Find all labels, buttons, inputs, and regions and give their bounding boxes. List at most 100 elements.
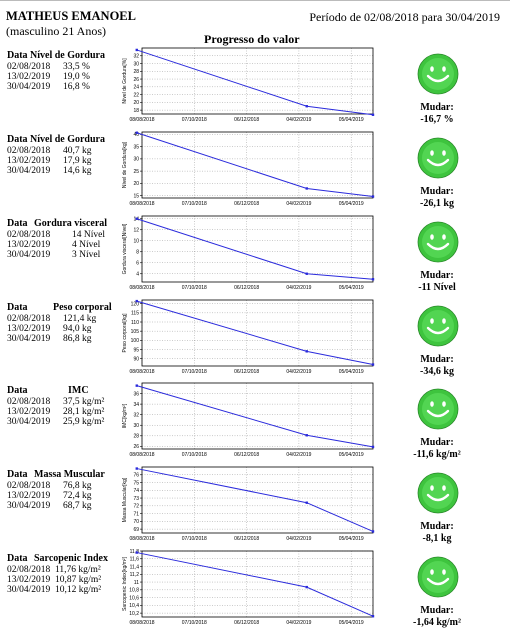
data-point [135, 384, 138, 387]
section-date-header: Data [7, 218, 28, 229]
y-tick-label: 76 [133, 473, 139, 479]
x-tick-label: 08/08/2018 [129, 369, 154, 375]
x-tick-label: 04/02/2019 [286, 536, 311, 542]
metric-chart: 08/08/2018 07/10/2018 06/12/2018 04/02/2019… [122, 382, 375, 458]
smiley-face-icon [417, 472, 459, 514]
x-tick-label: 07/10/2018 [182, 620, 207, 626]
x-tick-label: 05/04/2019 [339, 117, 364, 123]
change-label: Mudar: [420, 437, 454, 448]
x-tick-label: 05/04/2019 [339, 620, 364, 626]
row-date: 02/08/2018 [7, 565, 51, 575]
metric-section: Data Peso corporal 02/08/2018 121,4 kg 13/02… [0, 299, 510, 384]
section-metric-header: Massa Muscular [34, 469, 105, 480]
y-tick-label: 20 [133, 181, 139, 187]
y-tick-label: 10,6 [129, 595, 139, 601]
row-value: 3 Nível [72, 250, 101, 260]
change-label: Mudar: [420, 102, 454, 113]
smiley-face-icon [417, 53, 459, 95]
y-tick-label: 11,2 [130, 572, 140, 578]
row-date: 02/08/2018 [7, 397, 51, 407]
y-tick-label: 11 [134, 580, 139, 586]
x-tick-label: 08/08/2018 [129, 201, 154, 207]
section-date-header: Data [7, 469, 28, 480]
x-tick-label: 04/02/2019 [286, 117, 311, 123]
period-range: Período de 02/08/2018 para 30/04/2019 [309, 10, 500, 24]
metric-chart: 08/08/2018 07/10/2018 06/12/2018 04/02/2019… [122, 549, 375, 626]
y-tick-label: 105 [131, 329, 140, 335]
y-tick-label: 28 [133, 434, 139, 440]
section-metric-header: Gordura visceral [34, 218, 108, 229]
row-value: 10,12 kg/m² [55, 585, 102, 595]
y-tick-label: 100 [131, 338, 140, 344]
y-tick-label: 110 [131, 320, 139, 326]
change-label: Mudar: [420, 354, 454, 365]
x-tick-label: 07/10/2018 [182, 369, 207, 375]
change-label: Mudar: [420, 186, 454, 197]
y-tick-label: 10,2 [129, 611, 139, 617]
row-date: 30/04/2019 [7, 250, 51, 260]
row-value: 11,76 kg/m² [55, 565, 101, 575]
row-date: 02/08/2018 [7, 146, 51, 156]
y-tick-label: 11,6 [130, 557, 140, 563]
metric-chart: 08/08/2018 07/10/2018 06/12/2018 04/02/2019… [122, 466, 375, 542]
y-tick-label: 72 [133, 504, 139, 510]
change-label: Mudar: [420, 270, 454, 281]
row-value: 17,9 kg [63, 156, 92, 166]
y-tick-label: 35 [133, 144, 139, 150]
row-value: 10,87 kg/m² [55, 575, 102, 585]
y-tick-label: 90 [133, 356, 139, 362]
y-tick-label: 40 [133, 132, 139, 138]
y-tick-label: 115 [131, 311, 139, 317]
y-axis-label: Massa Muscular[kg] [122, 477, 128, 522]
row-value: 14 Nível [72, 230, 105, 240]
y-tick-label: 11,8 [130, 549, 140, 555]
x-tick-label: 08/08/2018 [129, 452, 154, 458]
x-tick-label: 07/10/2018 [182, 536, 207, 542]
y-tick-label: 32 [133, 54, 139, 60]
x-tick-label: 04/02/2019 [286, 285, 311, 291]
plot-frame [141, 382, 374, 450]
row-value: 37,5 kg/m² [63, 397, 105, 407]
series-line [136, 468, 374, 532]
x-tick-label: 06/12/2018 [234, 452, 259, 458]
row-value: 121,4 kg [63, 314, 97, 324]
section-metric-header: Peso corporal [53, 302, 112, 313]
x-tick-label: 08/08/2018 [129, 285, 154, 291]
y-tick-label: 22 [133, 92, 139, 98]
series-line [136, 300, 374, 366]
data-point [135, 217, 138, 220]
row-value: 94,0 kg [63, 324, 92, 334]
series-line [136, 385, 374, 448]
row-value: 40,7 kg [63, 146, 92, 156]
row-date: 02/08/2018 [7, 230, 51, 240]
section-date-header: Data [7, 134, 28, 145]
series-line [136, 218, 374, 280]
row-value: 4 Nível [72, 240, 101, 250]
top-border [0, 0, 510, 4]
x-tick-label: 04/02/2019 [286, 452, 311, 458]
y-tick-label: 73 [133, 496, 139, 502]
series-line [136, 132, 374, 198]
change-value: -34,6 kg [420, 366, 454, 377]
y-tick-label: 25 [133, 169, 139, 175]
x-tick-label: 05/04/2019 [339, 452, 364, 458]
y-tick-label: 26 [133, 444, 139, 450]
y-tick-label: 8 [136, 250, 139, 256]
section-date-header: Data [7, 302, 28, 313]
y-axis-label: Nível de Gordura[%] [122, 58, 128, 104]
data-point [135, 551, 138, 554]
row-value: 28,1 kg/m² [63, 407, 105, 417]
row-date: 30/04/2019 [7, 82, 51, 92]
x-tick-label: 05/04/2019 [339, 201, 364, 207]
change-value: -1,64 kg/m² [413, 617, 461, 628]
y-tick-label: 6 [136, 261, 139, 267]
row-date: 30/04/2019 [7, 501, 51, 511]
y-tick-label: 18 [133, 108, 139, 114]
change-label: Mudar: [420, 605, 454, 616]
metric-section: Data Gordura visceral 02/08/2018 14 Nível 13… [0, 215, 510, 300]
y-tick-label: 28 [133, 69, 139, 75]
data-point [135, 467, 138, 470]
row-value: 76,8 kg [63, 481, 92, 491]
x-tick-label: 06/12/2018 [234, 285, 259, 291]
y-tick-label: 75 [133, 480, 139, 486]
